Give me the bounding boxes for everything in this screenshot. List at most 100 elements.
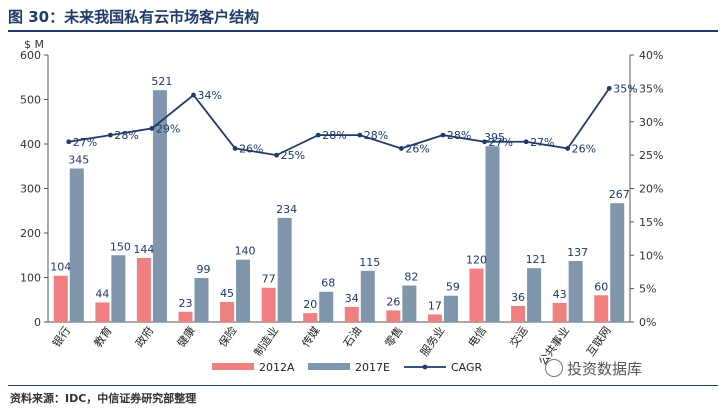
cagr-point — [523, 139, 529, 145]
bar-2017e-label: 234 — [276, 203, 297, 216]
bar-2017e-label: 82 — [404, 271, 418, 284]
bar-2017e — [485, 146, 500, 322]
wechat-icon — [545, 359, 563, 377]
bar-2017e-label: 140 — [235, 245, 256, 258]
bar-2012a-label: 144 — [133, 243, 154, 256]
cagr-label: 34% — [198, 89, 222, 102]
x-tick-label: 石油 — [340, 324, 364, 350]
y-left-tick-label: 200 — [20, 227, 41, 240]
page-title: 图 30：未来我国私有云市场客户结构 — [8, 8, 260, 26]
y-left-tick-label: 100 — [20, 272, 41, 285]
cagr-point — [274, 152, 280, 158]
cagr-point — [149, 126, 155, 131]
bar-2012a — [386, 310, 401, 322]
cagr-point — [357, 132, 363, 138]
cagr-point — [440, 132, 446, 138]
x-tick-label: 教育 — [91, 324, 115, 350]
cagr-label: 28% — [364, 129, 388, 142]
bar-2012a — [552, 302, 567, 322]
y-left-tick-label: 400 — [20, 138, 41, 151]
x-tick-label: 银行 — [49, 324, 73, 350]
bar-2017e — [402, 285, 417, 322]
bar-2017e-label: 99 — [197, 263, 211, 276]
bar-2017e-label: 121 — [526, 253, 547, 266]
cagr-label: 28% — [447, 129, 471, 142]
bar-2012a-label: 45 — [220, 287, 234, 300]
bar-2012a-label: 44 — [95, 287, 109, 300]
bar-2012a — [511, 305, 526, 322]
legend-swatch-2017e — [308, 363, 350, 370]
y-right-tick-label: 35% — [639, 82, 663, 95]
cagr-point — [482, 139, 487, 145]
legend-label-2017e: 2017E — [355, 361, 390, 374]
cagr-label: 26% — [239, 142, 263, 155]
bar-2017e — [527, 268, 542, 322]
legend-label-2012a: 2012A — [259, 361, 295, 374]
y-right-tick-label: 10% — [639, 249, 663, 262]
cagr-label: 27% — [530, 136, 554, 149]
bar-2017e — [277, 217, 292, 322]
bar-2017e — [319, 291, 334, 322]
cagr-line — [68, 87, 610, 157]
x-tick-label: 交运 — [506, 324, 530, 350]
bar-2012a-label: 20 — [303, 298, 317, 311]
y-right-tick-label: 40% — [639, 49, 663, 62]
bar-2017e-label: 137 — [567, 246, 588, 259]
y-right-tick-label: 20% — [639, 183, 663, 196]
x-tick-label: 电信 — [466, 324, 489, 349]
bar-2012a-label: 77 — [262, 273, 276, 286]
y-right-tick-label: 5% — [639, 283, 656, 296]
bar-2017e-label: 521 — [151, 75, 172, 88]
y-right-tick-label: 15% — [639, 216, 663, 229]
bar-2017e — [69, 168, 84, 322]
bar-2017e — [360, 270, 375, 322]
bar-2012a-label: 23 — [179, 297, 193, 310]
watermark-text: 投资数据库 — [567, 360, 643, 378]
cagr-point — [66, 139, 72, 145]
y-left-tick-label: 600 — [20, 49, 41, 62]
bar-2017e — [443, 295, 458, 322]
cagr-point — [232, 146, 238, 151]
bar-2017e-label: 150 — [110, 240, 131, 253]
bar-2017e — [152, 90, 167, 322]
bar-2017e — [610, 203, 625, 322]
bar-2012a-label: 120 — [466, 254, 487, 267]
y-left-tick-label: 0 — [34, 316, 41, 329]
bar-2012a — [136, 257, 151, 322]
cagr-label: 29% — [156, 122, 180, 135]
cagr-point — [315, 132, 321, 138]
bar-2017e-label: 68 — [321, 277, 335, 290]
bar-2012a-label: 34 — [345, 292, 359, 305]
bar-2012a — [178, 311, 193, 322]
cagr-label: 28% — [322, 129, 346, 142]
bar-2012a-label: 104 — [50, 261, 71, 274]
cagr-label: 26% — [405, 142, 429, 155]
bar-2012a — [594, 295, 609, 322]
bar-2017e — [194, 277, 209, 322]
cagr-point — [191, 92, 196, 98]
bar-2017e-label: 345 — [68, 153, 89, 166]
cagr-label: 28% — [114, 129, 138, 142]
watermark: 投资数据库 — [545, 358, 642, 379]
cagr-point — [565, 146, 571, 151]
bar-2012a — [344, 306, 359, 322]
bar-2017e — [111, 255, 126, 322]
x-tick-label: 传媒 — [299, 324, 322, 349]
cagr-point — [107, 132, 113, 138]
bar-2012a-label: 60 — [594, 280, 608, 293]
y-right-tick-label: 25% — [639, 149, 663, 162]
bar-2012a — [427, 314, 442, 322]
cagr-label: 25% — [281, 149, 305, 162]
source-note: 资料来源：IDC，中信证券研究部整理 — [10, 392, 197, 405]
y-right-tick-label: 30% — [639, 116, 663, 129]
cagr-label: 35% — [613, 82, 637, 95]
cagr-point — [398, 146, 404, 151]
y-left-unit: $ M — [24, 38, 44, 51]
legend-label-cagr: CAGR — [451, 361, 483, 374]
x-tick-label: 零售 — [382, 324, 406, 350]
bar-2012a-label: 43 — [553, 288, 567, 301]
y-left-tick-label: 300 — [20, 183, 41, 196]
bar-2012a — [303, 313, 318, 322]
bar-2012a-label: 17 — [428, 299, 442, 312]
